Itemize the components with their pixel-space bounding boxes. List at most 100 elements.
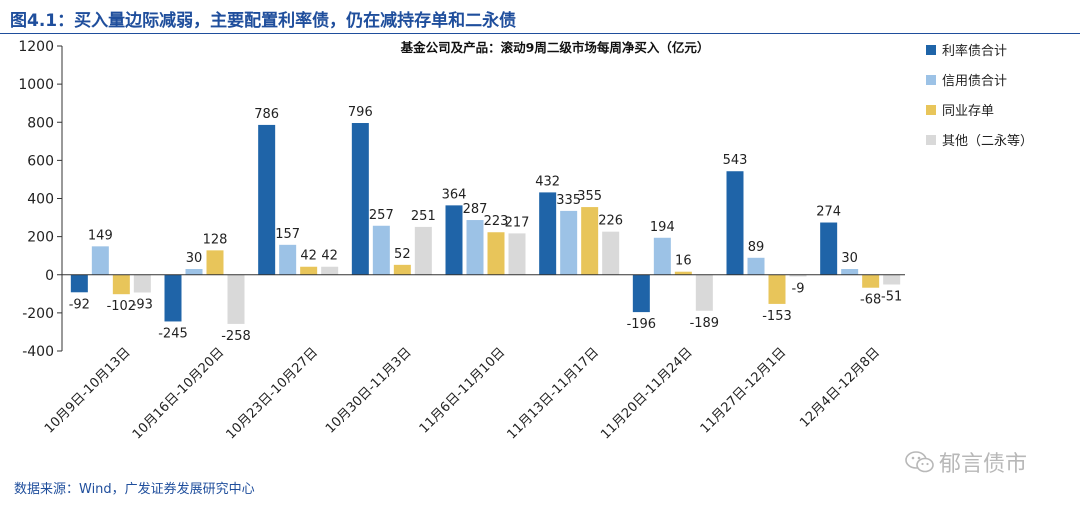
bar: [508, 233, 526, 275]
data-label: 432: [535, 174, 560, 189]
y-tick-label: 0: [45, 268, 54, 284]
x-tick-label: 11月27日-12月1日: [698, 345, 790, 437]
legend-label: 信用债合计: [942, 74, 1007, 89]
x-tick-label: 11月6日-11月10日: [417, 345, 509, 437]
data-label: 128: [203, 232, 228, 247]
bar: [820, 222, 838, 275]
data-label: 194: [650, 220, 675, 235]
data-label: 364: [442, 187, 467, 202]
legend-swatch: [926, 135, 936, 145]
legend-label: 其他（二永等）: [942, 133, 1033, 149]
bar: [862, 274, 880, 288]
bar-chart: 基金公司及产品：滚动9周二级市场每周净买入（亿元） -400 -200 0 200 40…: [18, 39, 1033, 442]
y-tick-label: 200: [27, 230, 54, 246]
y-tick-label: -400: [22, 344, 54, 360]
bar: [768, 274, 786, 304]
data-label: -258: [221, 329, 251, 344]
data-label: -153: [762, 309, 792, 324]
bar: [602, 231, 620, 275]
bar: [539, 192, 557, 275]
data-label: 42: [300, 249, 317, 264]
bar: [133, 274, 151, 293]
data-label: 30: [841, 251, 858, 266]
data-label: 223: [484, 214, 509, 229]
bar: [726, 171, 744, 275]
data-label: 251: [411, 209, 436, 224]
data-label: 149: [88, 228, 113, 243]
legend-swatch: [926, 105, 936, 115]
bar: [185, 269, 203, 275]
title-divider: [0, 33, 1080, 34]
legend-swatch: [926, 45, 936, 55]
y-tick-label: 1200: [18, 39, 54, 55]
y-tick-label: 800: [27, 115, 54, 131]
data-label: 335: [556, 193, 581, 208]
data-label: 543: [723, 153, 748, 168]
data-label: 52: [394, 247, 411, 262]
bar: [695, 274, 713, 311]
y-tick-label: 600: [27, 153, 54, 169]
data-label: 16: [675, 254, 692, 269]
bar: [466, 220, 484, 275]
data-label: 274: [816, 205, 841, 220]
data-label: -51: [881, 289, 902, 304]
data-label: 157: [275, 227, 300, 242]
y-tick-label: 1000: [18, 77, 54, 93]
data-label: 355: [577, 189, 602, 204]
bar: [487, 232, 505, 275]
data-label: 226: [598, 214, 623, 229]
bar: [674, 271, 692, 275]
data-label: 257: [369, 208, 394, 223]
x-tick-label: 10月30日-11月3日: [323, 345, 415, 437]
figure-title: 图4.1：买入量边际减弱，主要配置利率债，仍在减持存单和二永债: [10, 11, 517, 31]
bar: [91, 246, 109, 275]
data-label: -245: [158, 326, 188, 341]
bar: [414, 226, 432, 275]
y-tick-label: -200: [22, 306, 54, 322]
data-label: -92: [69, 297, 90, 312]
bar: [581, 207, 599, 275]
bar: [206, 250, 224, 275]
bar: [258, 124, 276, 275]
watermark: 郁言债市: [905, 446, 1027, 478]
bar: [560, 210, 578, 275]
bar: [445, 205, 463, 275]
bar: [351, 123, 369, 275]
watermark-text: 郁言债市: [939, 452, 1028, 477]
bar: [321, 266, 339, 275]
bar: [112, 274, 130, 295]
bar: [841, 269, 859, 275]
source-note: 数据来源：Wind，广发证券发展研究中心: [14, 482, 255, 497]
legend-label: 同业存单: [942, 104, 994, 119]
legend-label: 利率债合计: [942, 43, 1007, 59]
data-label: 287: [463, 202, 488, 217]
data-label: -68: [860, 293, 881, 308]
bar: [372, 225, 390, 275]
x-tick-label: 11月13日-11月17日: [505, 345, 602, 442]
data-label: 42: [321, 249, 338, 264]
bar: [747, 257, 765, 275]
bar: [164, 274, 182, 322]
data-label: -9: [792, 281, 805, 296]
x-tick-label: 12月4日-12月8日: [797, 345, 883, 431]
data-label: -189: [690, 316, 720, 331]
bar: [632, 274, 650, 313]
bar: [70, 274, 88, 293]
bar: [227, 274, 245, 324]
bar: [883, 274, 901, 285]
x-tick-label: 10月16日-10月20日: [130, 345, 227, 442]
bar: [300, 266, 318, 275]
bar: [393, 264, 411, 275]
x-tick-label: 11月20日-11月24日: [598, 345, 695, 442]
y-tick-label: 400: [27, 192, 54, 208]
x-tick-label: 10月9日-10月13日: [42, 345, 134, 437]
bar: [789, 274, 807, 277]
y-axis: -400 -200 0 200 400 600 800 1000 1200: [18, 39, 63, 360]
bar: [279, 244, 297, 275]
x-tick-label: 10月23日-10月27日: [224, 345, 321, 442]
chart-title: 基金公司及产品：滚动9周二级市场每周净买入（亿元）: [400, 40, 710, 55]
wechat-icon: [905, 451, 934, 473]
data-label: 796: [348, 105, 373, 120]
